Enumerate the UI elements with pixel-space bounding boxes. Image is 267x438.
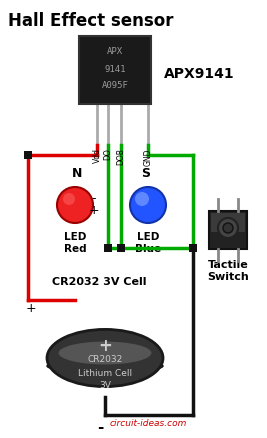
Text: Hall Effect sensor: Hall Effect sensor [8,12,174,30]
Text: S: S [142,167,151,180]
Circle shape [218,218,238,238]
Text: circuit-ideas.com: circuit-ideas.com [109,419,187,428]
Circle shape [57,187,93,223]
Text: Tactile
Switch: Tactile Switch [207,260,249,282]
Text: CR2032 3V Cell: CR2032 3V Cell [52,277,147,287]
Text: APX9141: APX9141 [164,67,235,81]
Text: 3V: 3V [99,381,111,391]
Text: APX: APX [107,47,123,57]
Text: DOB: DOB [116,148,125,165]
Circle shape [130,187,166,223]
Text: +: + [98,337,112,355]
Text: Lithium Cell: Lithium Cell [78,370,132,378]
Text: +: + [26,302,36,315]
Text: -: - [97,420,103,435]
Bar [189,244,197,252]
Text: +: + [89,205,99,218]
Ellipse shape [47,360,163,372]
Text: Vdd: Vdd [92,148,101,163]
Bar [79,36,151,104]
Text: DO: DO [104,148,112,160]
Text: LED
Blue: LED Blue [135,232,161,254]
Bar [24,151,32,159]
Text: 9141: 9141 [104,64,126,74]
Text: LED
Red: LED Red [64,232,86,254]
Circle shape [135,192,149,206]
Text: A095F: A095F [101,81,128,91]
Ellipse shape [58,342,151,364]
Text: CR2032: CR2032 [87,356,123,364]
Text: GND: GND [143,148,152,166]
Bar [104,244,112,252]
Bar [117,244,125,252]
Text: -: - [92,192,96,205]
Text: N: N [72,167,82,180]
Circle shape [223,223,233,233]
Ellipse shape [47,329,163,387]
Circle shape [63,193,75,205]
Bar [211,213,245,232]
Bar [209,211,247,249]
